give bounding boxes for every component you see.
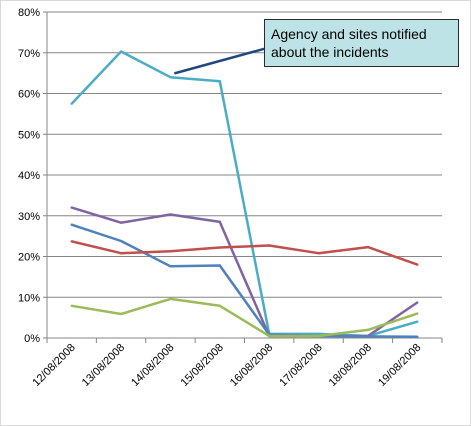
y-tick-label: 30% — [18, 211, 40, 223]
data-point — [169, 265, 172, 268]
data-point — [416, 312, 419, 315]
data-point — [169, 297, 172, 301]
annotation-arrow — [174, 46, 271, 75]
data-point — [70, 240, 73, 243]
data-point — [169, 76, 172, 79]
data-point — [218, 220, 222, 224]
y-tick-label: 50% — [18, 129, 40, 141]
data-point — [119, 221, 123, 224]
x-axis-ticks: 12/08/2008 13/08/2008 14/08/2008 15/08/2008… — [30, 338, 443, 389]
y-tick-label: 10% — [18, 292, 40, 304]
data-point — [366, 335, 370, 338]
x-tick-label: 14/08/2008 — [129, 342, 176, 389]
data-point — [416, 320, 419, 323]
x-tick-label: 18/08/2008 — [327, 342, 374, 389]
data-point — [119, 239, 123, 243]
series-line-1 — [70, 50, 418, 338]
y-tick-label: 40% — [18, 170, 40, 182]
y-tick-label: 20% — [18, 252, 40, 264]
data-point — [70, 206, 73, 209]
data-point — [416, 301, 419, 304]
series-line-5 — [71, 297, 418, 338]
data-point — [267, 244, 271, 247]
x-tick-label: 16/08/2008 — [228, 342, 275, 389]
x-tick-label: 19/08/2008 — [376, 342, 423, 389]
y-axis-ticks: 0% 10% 20% 30% 40% 50% 60% 70% 80% — [18, 7, 47, 345]
data-point — [317, 334, 320, 338]
data-point — [70, 102, 73, 105]
data-point — [366, 328, 370, 332]
data-point — [366, 245, 370, 249]
y-tick-label: 0% — [24, 333, 40, 345]
x-tick-label: 15/08/2008 — [179, 342, 226, 389]
series-line-4 — [71, 240, 418, 266]
annotation-text: Agency and sites notified about the inci… — [271, 26, 427, 60]
y-tick-label: 70% — [18, 48, 40, 60]
data-point — [169, 250, 172, 253]
x-tick-label: 12/08/2008 — [30, 342, 77, 389]
x-tick-label: 13/08/2008 — [80, 342, 127, 389]
series-lines — [70, 50, 419, 339]
data-point — [218, 80, 222, 83]
y-tick-label: 80% — [18, 7, 40, 19]
data-point — [119, 312, 123, 316]
data-point — [416, 335, 419, 338]
data-point — [317, 332, 320, 336]
data-point — [218, 246, 222, 249]
data-point — [70, 304, 73, 308]
data-point — [267, 334, 271, 338]
data-point — [119, 50, 123, 53]
series-line-2 — [71, 206, 419, 338]
data-point — [70, 223, 73, 226]
data-point — [169, 213, 172, 216]
data-point — [119, 252, 123, 255]
data-point — [317, 252, 320, 255]
series-line-3 — [71, 223, 418, 339]
y-tick-label: 60% — [18, 89, 40, 101]
x-tick-label: 17/08/2008 — [277, 342, 324, 389]
annotation-callout: Agency and sites notified about the inci… — [264, 19, 459, 67]
annotation-arrow-line — [174, 46, 271, 75]
data-point — [218, 304, 222, 308]
data-point — [416, 263, 419, 266]
data-point — [218, 264, 222, 267]
